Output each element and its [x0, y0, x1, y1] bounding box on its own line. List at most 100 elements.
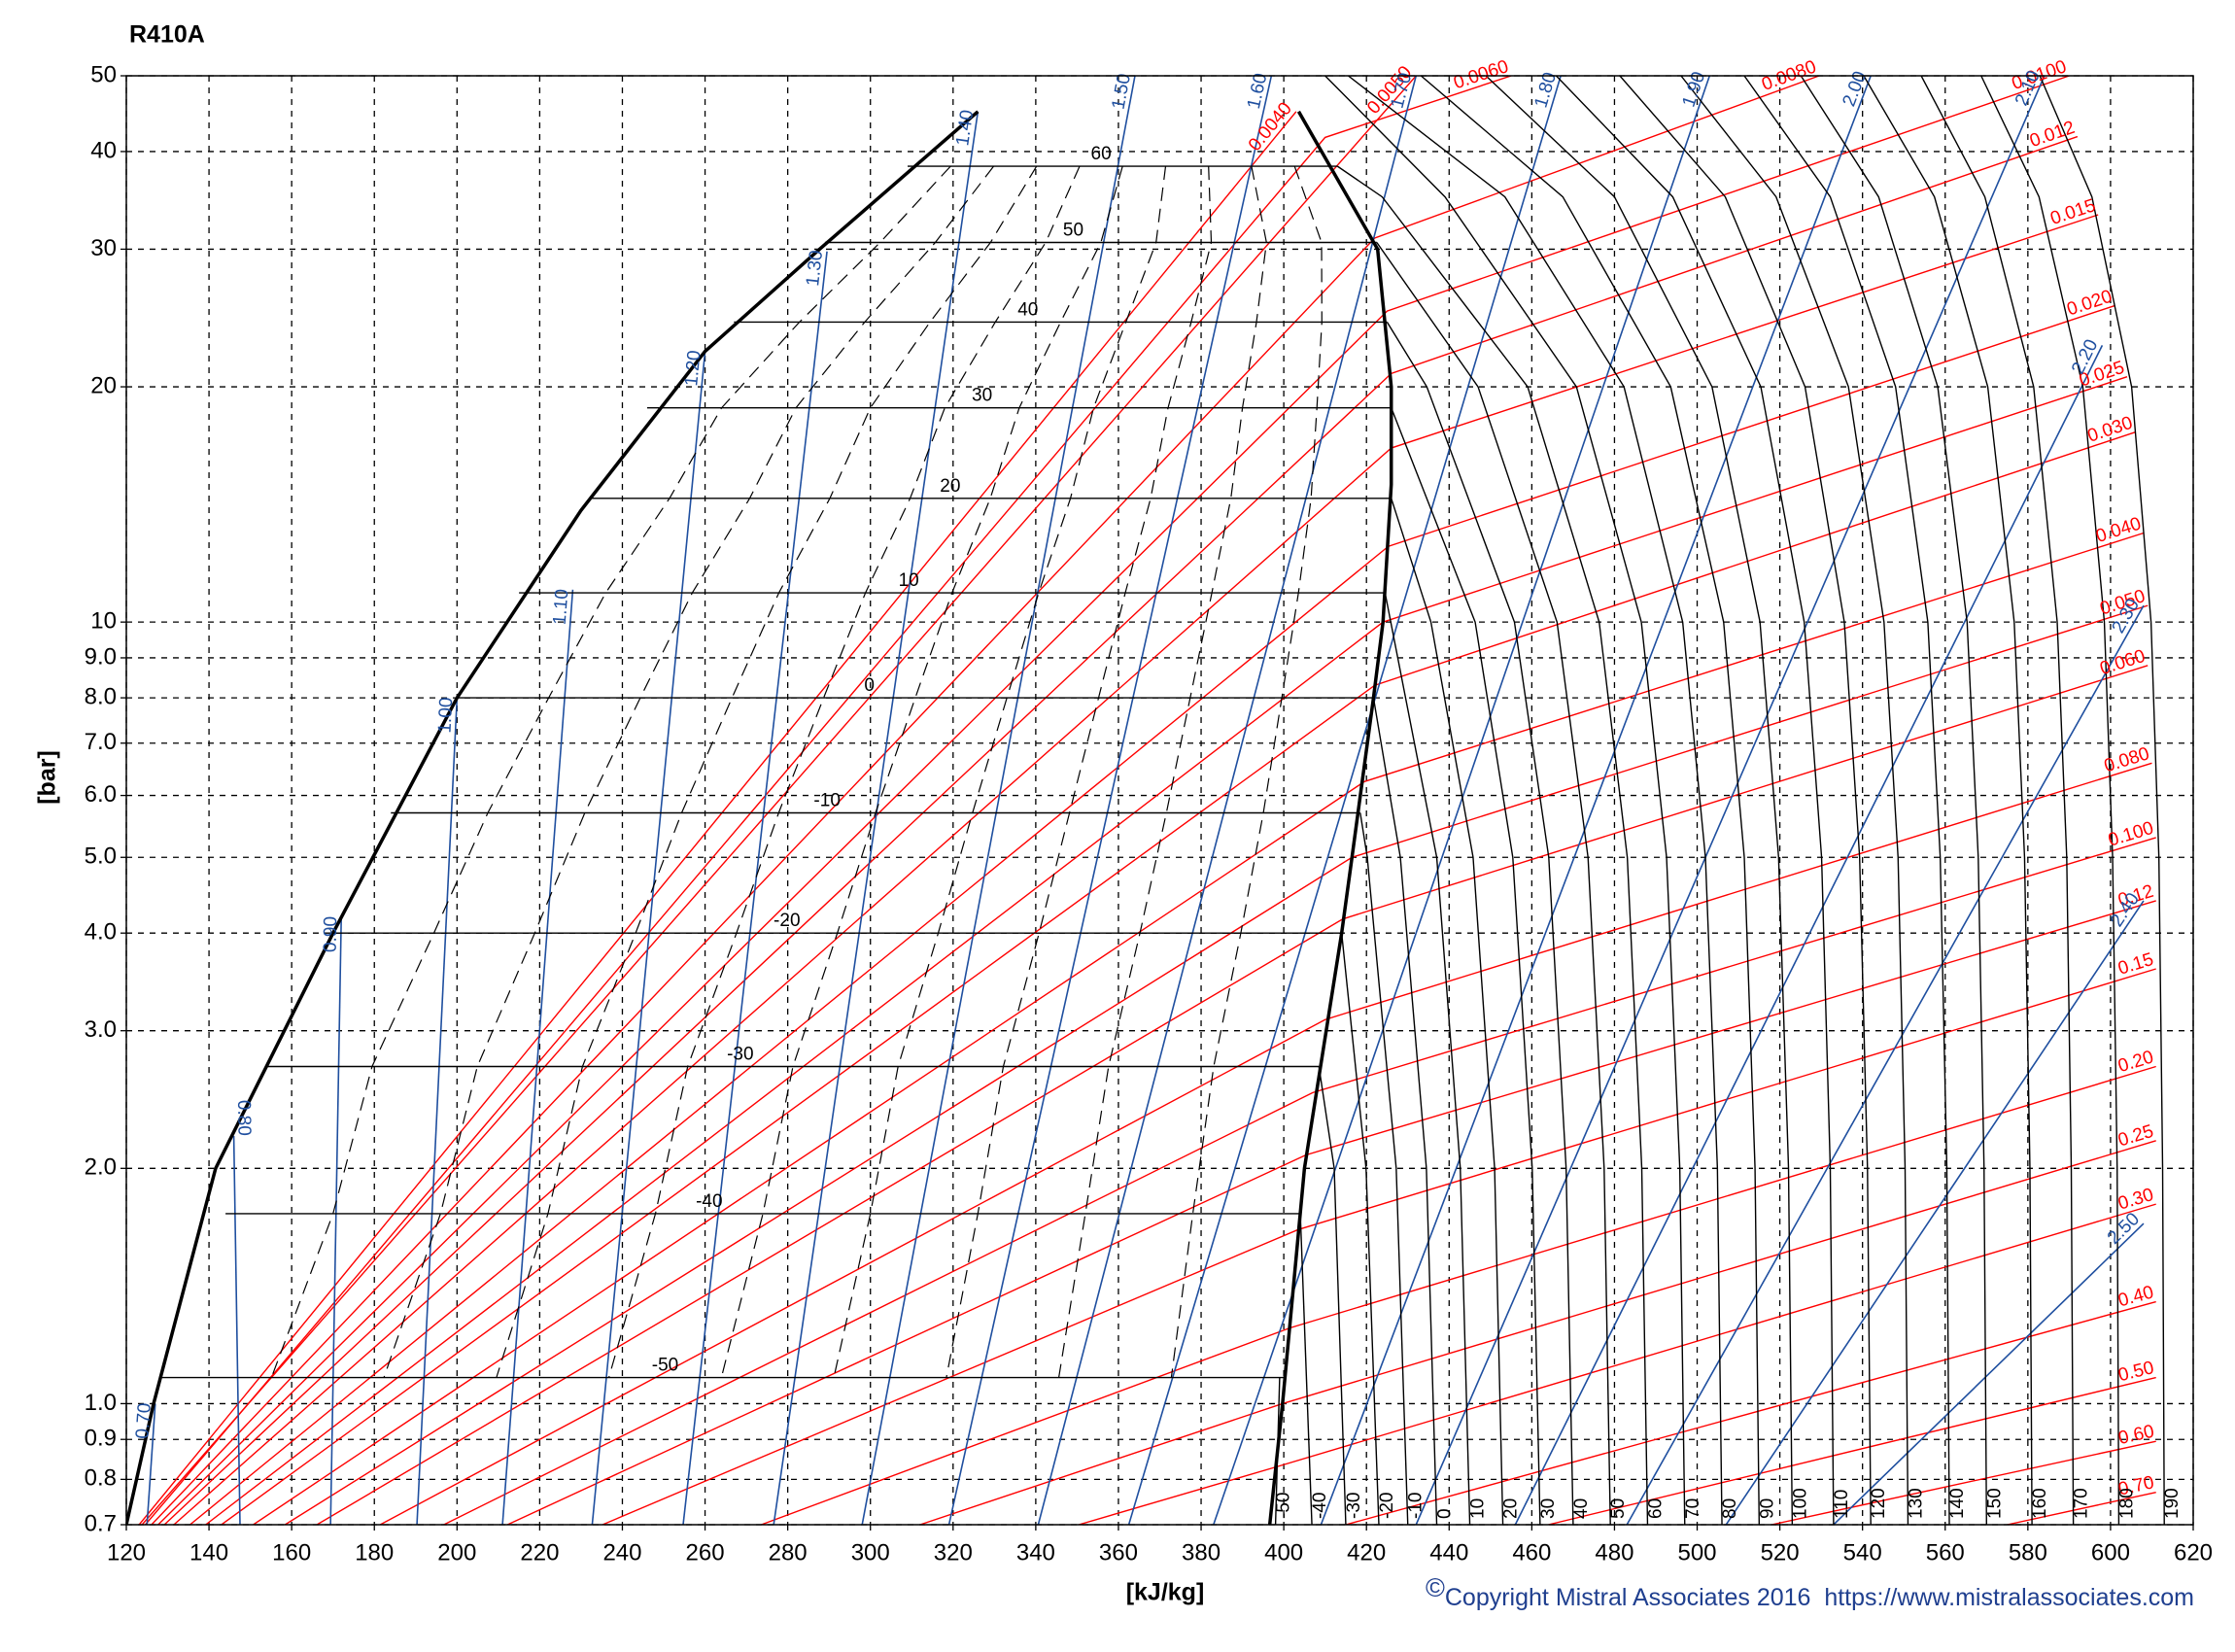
quality-line: [1058, 165, 1267, 1378]
isotherm-line: [2039, 76, 2165, 1525]
x-tick-label: 440: [1429, 1539, 1468, 1566]
isotherm-label: 170: [2072, 1488, 2092, 1519]
y-tick-label: 3.0: [85, 1016, 117, 1043]
isotherm-label: -10: [1406, 1493, 1427, 1519]
x-tick-label: 620: [2174, 1539, 2213, 1566]
isentrope-label: 1.40: [952, 109, 978, 148]
dome-isotherm-label: -30: [727, 1045, 753, 1065]
isentrope-line: [1626, 604, 2145, 1525]
curves: [126, 76, 2165, 1525]
isentrope-line: [1320, 76, 1872, 1525]
y-tick-label: 7.0: [85, 729, 117, 755]
isotherm-label: 90: [1757, 1498, 1777, 1519]
y-tick-label: 6.0: [85, 781, 117, 808]
dome-isotherm-label: 60: [1091, 144, 1112, 164]
x-tick-label: 560: [1926, 1539, 1965, 1566]
dome-isotherm-label: 0: [864, 675, 875, 696]
isotherm-line: [1800, 76, 1987, 1525]
isentrope-line: [232, 1136, 241, 1525]
quality-line: [270, 165, 951, 1378]
isotherm-label: -40: [1310, 1493, 1330, 1519]
x-tick-label: 400: [1264, 1539, 1303, 1566]
x-axis-label: [kJ/kg]: [1126, 1579, 1205, 1606]
x-tick-label: 380: [1182, 1539, 1221, 1566]
isotherm-line: [1485, 76, 1794, 1525]
y-tick-label: 4.0: [85, 919, 117, 946]
quality-line: [496, 165, 1038, 1378]
isentrope-line: [329, 916, 343, 1525]
isotherm-line: [1384, 592, 1471, 1525]
isotherm-label: 60: [1646, 1498, 1667, 1519]
x-tick-label: 140: [189, 1539, 228, 1566]
saturation-vapor-line: [1267, 110, 1393, 1525]
y-tick-label: 10: [90, 607, 117, 634]
y-tick-label: 20: [90, 372, 117, 398]
isentrope-label: 0.70: [132, 1402, 155, 1439]
isentrope-line: [1127, 76, 1562, 1525]
y-tick-label: 8.0: [85, 683, 117, 709]
dome-isotherm-label: -10: [813, 791, 840, 811]
isotherm-label: -50: [1274, 1493, 1294, 1519]
isotherm-label: 80: [1720, 1498, 1740, 1519]
chart-title: R410A: [129, 21, 205, 49]
x-tick-label: 260: [686, 1539, 725, 1566]
isotherm-label: 160: [2030, 1488, 2050, 1519]
isotherm-label: -20: [1377, 1493, 1397, 1519]
isentrope-label: 1.10: [550, 588, 573, 625]
isotherm-label: 120: [1869, 1488, 1889, 1519]
isentrope-line: [1213, 76, 1711, 1525]
isotherm-line: [1324, 76, 1686, 1525]
isentrope-line: [1037, 76, 1418, 1525]
y-tick-label: 5.0: [85, 843, 117, 870]
y-tick-label: 40: [90, 137, 117, 163]
x-tick-label: 580: [2009, 1539, 2047, 1566]
isochore-line: [379, 762, 2152, 1525]
y-axis-label: [bar]: [34, 750, 61, 805]
isotherm-line: [1359, 812, 1409, 1525]
isentrope-label: 1.30: [803, 249, 827, 287]
isentrope-line: [773, 111, 980, 1525]
y-tick-label: 0.9: [85, 1426, 117, 1452]
isentrope-line: [1415, 76, 2046, 1525]
x-tick-label: 200: [437, 1539, 476, 1566]
y-tick-label: 9.0: [85, 643, 117, 670]
saturation-liquid-line: [126, 110, 980, 1525]
isentrope-line: [1833, 1222, 2145, 1525]
x-tick-label: 300: [851, 1539, 890, 1566]
isotherm-line: [1619, 76, 1872, 1525]
x-tick-label: 520: [1761, 1539, 1800, 1566]
isotherm-label: 50: [1608, 1498, 1629, 1519]
y-tick-label: 2.0: [85, 1154, 117, 1181]
isotherm-label: 130: [1907, 1488, 1927, 1519]
isentrope-label: 0.80: [233, 1100, 255, 1136]
y-tick-label: 50: [90, 61, 117, 87]
dome-isotherm-label: -40: [696, 1191, 722, 1212]
x-tick-label: 600: [2091, 1539, 2130, 1566]
copyright-text: Copyright Mistral Associates 2016 https:…: [1445, 1584, 2194, 1611]
isotherm-line: [1318, 1066, 1347, 1525]
quality-line: [608, 165, 1081, 1378]
x-tick-label: 240: [602, 1539, 641, 1566]
isotherm-line: [1863, 76, 2033, 1525]
isochore-line: [1345, 1300, 2156, 1525]
isentrope-line: [1725, 900, 2145, 1525]
quality-line: [720, 165, 1123, 1378]
dome-isotherm-label: -50: [652, 1356, 678, 1376]
copyright: ©Copyright Mistral Associates 2016 https…: [1426, 1573, 2194, 1610]
isotherm-label: 140: [1947, 1488, 1968, 1519]
isentrope-line: [591, 351, 706, 1525]
isotherm-line: [1391, 498, 1504, 1525]
isotherm-label: 110: [1832, 1490, 1852, 1519]
isentrope-line: [1514, 345, 2104, 1525]
isotherm-line: [1391, 407, 1541, 1525]
isotherm-label: -30: [1344, 1493, 1364, 1519]
x-tick-label: 340: [1016, 1539, 1055, 1566]
quality-line: [383, 165, 994, 1378]
isotherm-label: 30: [1538, 1498, 1559, 1519]
isentrope-line: [861, 76, 1136, 1525]
isotherm-line: [1299, 1213, 1313, 1525]
isotherm-line: [1376, 242, 1611, 1525]
isochore-line: [253, 532, 2145, 1525]
dome-isotherm-label: 10: [899, 570, 919, 591]
